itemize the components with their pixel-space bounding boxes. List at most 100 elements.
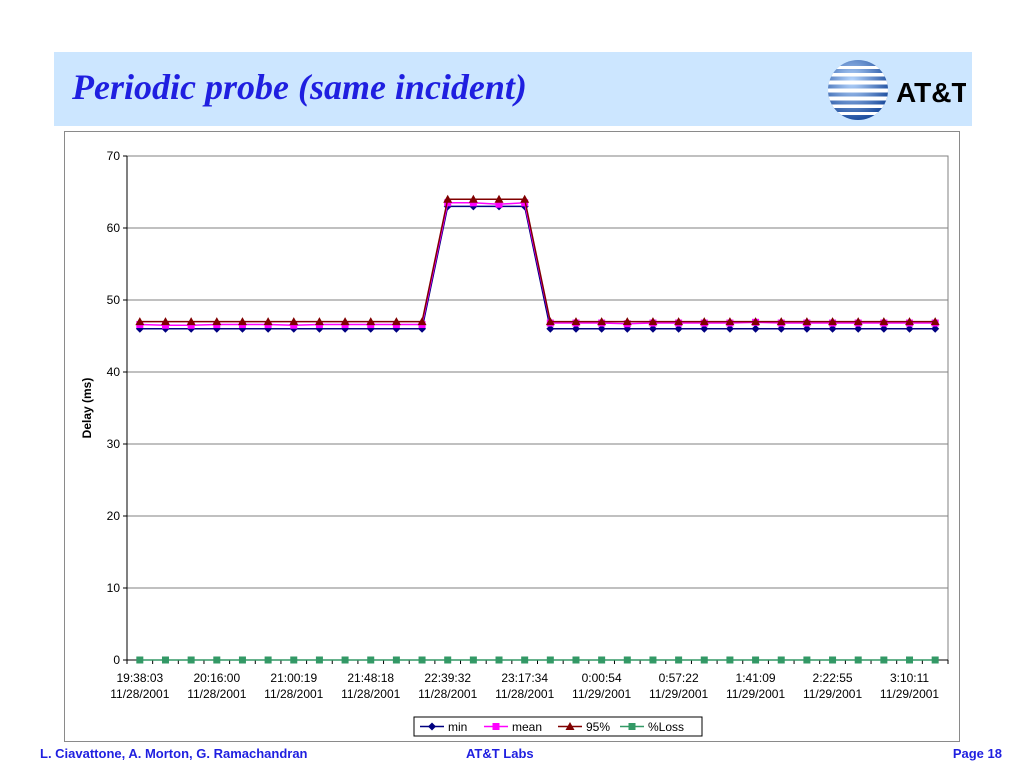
data-point-2 [853,317,863,326]
y-tick-label: 50 [107,293,121,307]
legend-label: %Loss [648,720,684,734]
data-point-3 [521,656,529,664]
data-point-2 [212,317,222,326]
data-point-3 [829,656,837,664]
data-point-3 [187,656,195,664]
data-point-3 [213,656,221,664]
data-point-2 [237,317,247,326]
series-line-0 [139,205,936,330]
data-point-3 [392,656,400,664]
data-point-3 [367,656,375,664]
data-point-2 [468,194,478,203]
data-point-3 [623,656,631,664]
data-point-2 [648,317,658,326]
data-point-2 [597,317,607,326]
data-point-0 [238,324,247,333]
data-point-3 [341,656,349,664]
data-point-1 [290,321,298,329]
data-point-2 [289,317,299,326]
data-point-0 [597,324,606,333]
data-point-2 [314,317,324,326]
footer-authors: L. Ciavattone, A. Morton, G. Ramachandra… [40,746,308,761]
y-tick-label: 60 [107,221,121,235]
y-tick-label: 0 [113,653,120,667]
data-point-3 [777,656,785,664]
x-tick-label-date: 11/29/2001 [649,687,708,701]
data-point-2 [135,317,145,326]
x-tick-label-date: 11/28/2001 [110,687,169,701]
x-tick-label-date: 11/29/2001 [572,687,631,701]
data-point-3 [880,656,888,664]
x-tick-label-time: 3:10:11 [890,671,929,685]
x-tick-label-time: 1:41:09 [736,671,776,685]
data-point-2 [802,317,812,326]
x-tick-label-date: 11/29/2001 [803,687,862,701]
data-point-0 [392,324,401,333]
x-tick-label-date: 11/28/2001 [341,687,400,701]
footer-org: AT&T Labs [466,746,534,761]
data-point-2 [186,317,196,326]
data-point-3 [264,656,272,664]
data-point-0 [700,324,709,333]
data-point-3 [906,656,914,664]
data-point-0 [418,324,427,333]
data-point-0 [828,324,837,333]
data-point-1 [469,199,477,207]
y-tick-label: 10 [107,581,121,595]
y-tick-label: 70 [107,149,121,163]
data-point-0 [469,202,478,211]
slide-title: Periodic probe (same incident) [72,67,527,107]
data-point-0 [212,324,221,333]
data-point-3 [854,656,862,664]
data-point-2 [263,317,273,326]
data-point-0 [802,324,811,333]
legend-marker [492,723,500,730]
data-point-3 [649,656,657,664]
legend-marker [628,723,636,730]
data-point-2 [443,194,453,203]
x-tick-label-date: 11/29/2001 [726,687,785,701]
delay-chart: 0 10 20 30 40 50 60 70 19:38:03 11/28/2001 20:16:0… [80,149,949,737]
data-point-2 [571,317,581,326]
data-point-1 [495,200,503,208]
data-point-0 [725,324,734,333]
data-point-3 [315,656,323,664]
data-point-0 [777,324,786,333]
data-point-3 [546,656,554,664]
data-point-0 [546,324,555,333]
data-point-0 [854,324,863,333]
data-point-2 [699,317,709,326]
data-point-2 [340,317,350,326]
data-point-0 [341,324,350,333]
x-tick-label-date: 11/29/2001 [880,687,939,701]
data-point-0 [264,324,273,333]
x-tick-label-time: 0:57:22 [659,671,699,685]
data-point-0 [674,324,683,333]
data-point-0 [879,324,888,333]
data-point-3 [136,656,144,664]
legend-marker [428,722,436,731]
data-point-3 [675,656,683,664]
data-point-3 [290,656,298,664]
y-tick-label: 40 [107,365,121,379]
data-point-2 [751,317,761,326]
series-line-2 [139,198,936,323]
data-point-0 [648,324,657,333]
data-point-2 [725,317,735,326]
data-point-3 [161,656,169,664]
x-tick-label-date: 11/28/2001 [418,687,477,701]
data-point-0 [289,324,298,333]
x-tick-label-time: 0:00:54 [582,671,622,685]
data-point-0 [366,324,375,333]
data-point-2 [905,317,915,326]
data-point-2 [776,317,786,326]
x-tick-label-time: 21:00:19 [270,671,317,685]
data-point-0 [161,324,170,333]
data-point-2 [879,317,889,326]
data-point-2 [545,317,555,326]
x-tick-label-date: 11/28/2001 [264,687,323,701]
data-point-0 [931,324,940,333]
svg-text:AT&T: AT&T [896,77,966,108]
data-point-2 [828,317,838,326]
x-tick-label-time: 22:39:32 [424,671,471,685]
